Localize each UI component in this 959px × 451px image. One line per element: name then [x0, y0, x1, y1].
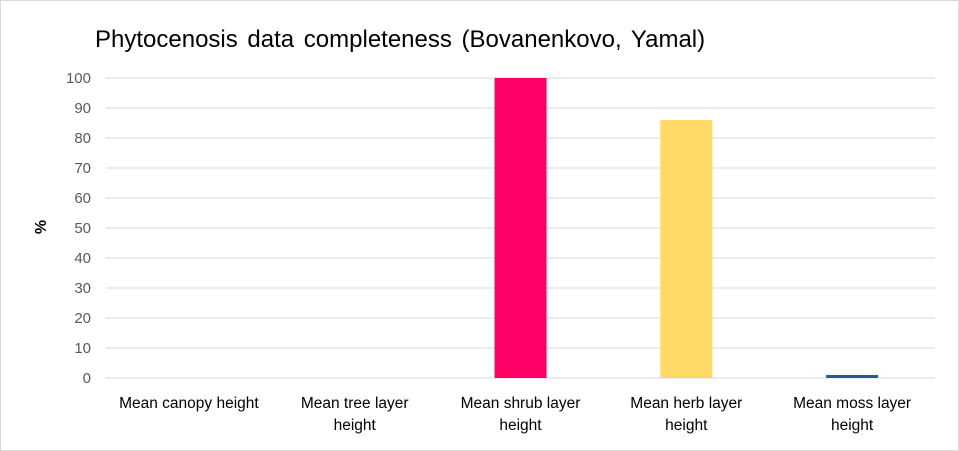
x-tick-label-line: height: [665, 417, 708, 434]
x-tick-label: Mean canopy height: [119, 395, 259, 412]
x-tick-label-line: Mean tree layer: [301, 395, 409, 412]
y-tick-label: 60: [74, 190, 91, 207]
x-tick-label: Mean herb layer height: [630, 395, 742, 434]
y-tick-label: 0: [83, 370, 91, 387]
x-tick-label: Mean tree layer height: [301, 395, 409, 434]
bar: [826, 375, 879, 378]
bar: [660, 120, 713, 378]
x-tick-label-line: Mean herb layer: [630, 395, 742, 412]
x-tick-label-line: Mean moss layer: [793, 395, 911, 412]
x-tick-label-line: height: [499, 417, 542, 434]
chart-title: Phytocenosis data completeness (Bovanenk…: [95, 26, 706, 53]
y-tick-label: 10: [74, 340, 91, 357]
x-tick-label-line: height: [831, 417, 874, 434]
x-tick-label-line: Mean canopy height: [119, 395, 259, 412]
y-tick-label: 70: [74, 160, 91, 177]
x-tick-label: Mean moss layer height: [793, 395, 911, 434]
x-tick-label-line: height: [334, 417, 377, 434]
y-tick-label: 100: [66, 70, 91, 87]
y-tick-label: 80: [74, 130, 91, 147]
y-tick-label: 50: [74, 220, 91, 237]
y-tick-label: 90: [74, 100, 91, 117]
x-tick-label: Mean shrub layer height: [461, 395, 581, 434]
y-tick-label: 20: [74, 310, 91, 327]
y-tick-label: 30: [74, 280, 91, 297]
bar: [494, 78, 547, 378]
x-tick-label-line: Mean shrub layer: [461, 395, 581, 412]
y-axis-label: %: [33, 220, 50, 234]
y-tick-label: 40: [74, 250, 91, 267]
